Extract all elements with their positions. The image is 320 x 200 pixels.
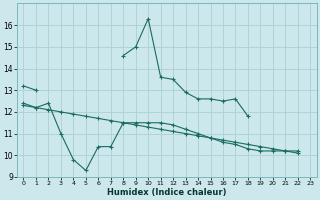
X-axis label: Humidex (Indice chaleur): Humidex (Indice chaleur) bbox=[107, 188, 227, 197]
